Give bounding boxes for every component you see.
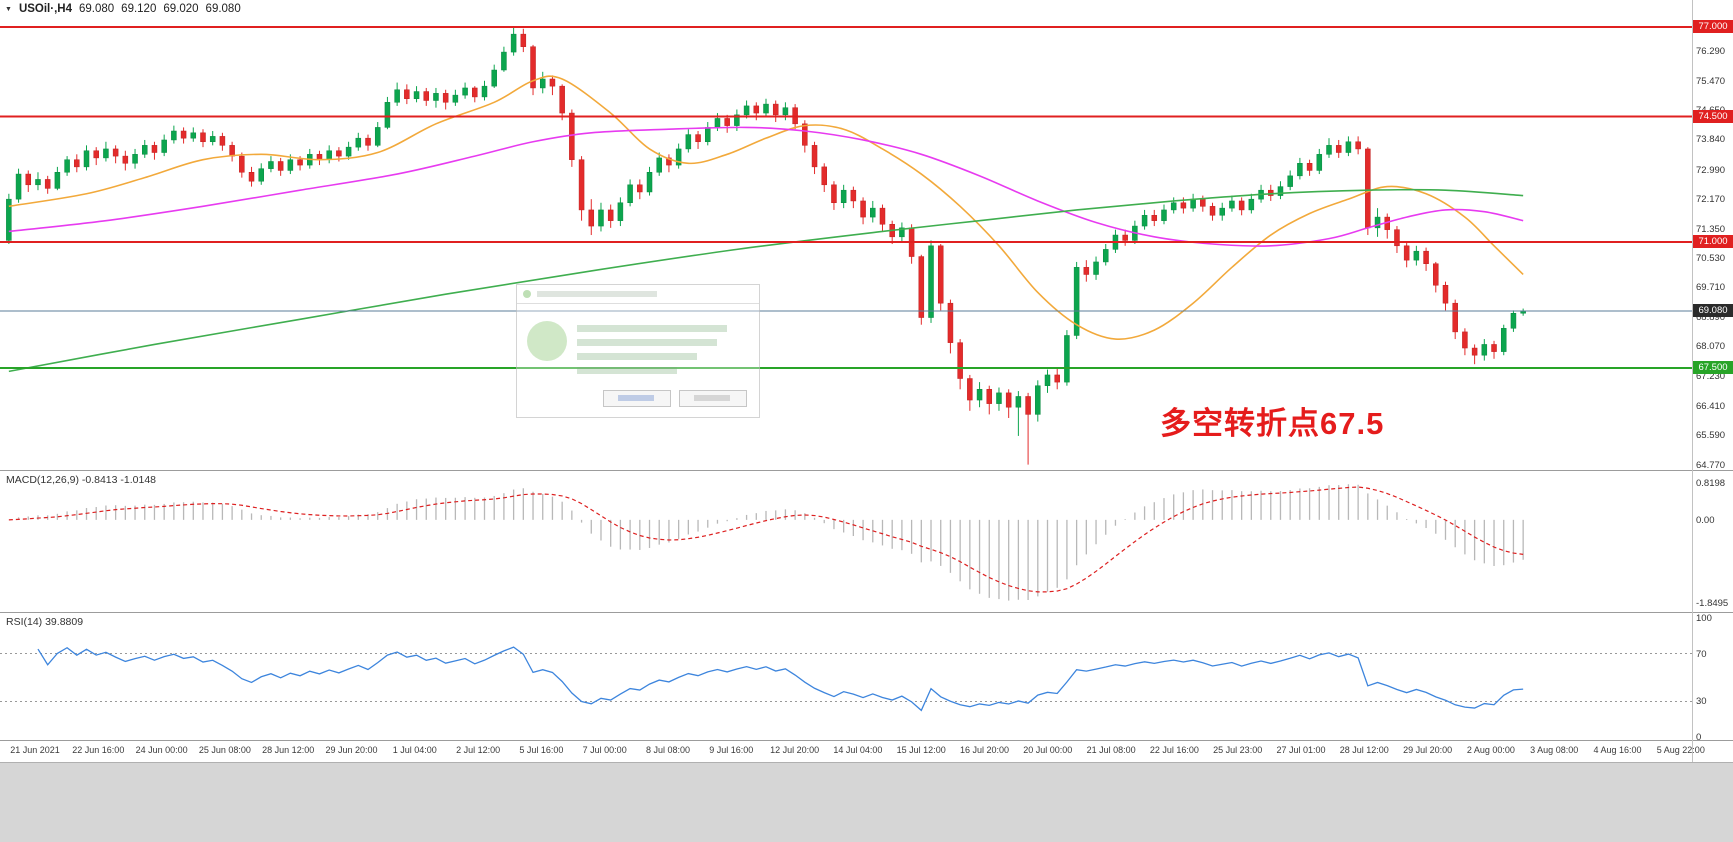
- rsi-label: RSI(14) 39.8809: [6, 616, 84, 628]
- time-tick-label: 12 Jul 20:00: [770, 745, 820, 755]
- price-tick-label: 72.170: [1696, 194, 1726, 206]
- macd-label: MACD(12,26,9) -0.8413 -1.0148: [6, 474, 156, 486]
- watermark-dialog-button-secondary[interactable]: [679, 390, 747, 407]
- watermark-dialog-button-primary[interactable]: [603, 390, 671, 407]
- time-tick-label: 15 Jul 12:00: [896, 745, 946, 755]
- time-tick-label: 4 Aug 16:00: [1593, 745, 1642, 755]
- watermark-dialog-titlebar: [517, 285, 759, 304]
- hline-price-label: 71.000: [1693, 235, 1733, 249]
- time-tick-label: 29 Jul 20:00: [1403, 745, 1453, 755]
- price-tick-label: 71.350: [1696, 223, 1726, 235]
- watermark-title-text-ghost: [537, 291, 657, 297]
- macd-tick-label: 0.00: [1696, 514, 1715, 526]
- close-value: 69.080: [205, 3, 241, 15]
- watermark-text-ghost: [577, 367, 677, 374]
- annotation-text: 多空转折点67.5: [1160, 406, 1385, 441]
- rsi-tick-label: 70: [1696, 648, 1707, 660]
- price-tick-label: 64.770: [1696, 459, 1726, 471]
- price-tick-label: 75.470: [1696, 75, 1726, 87]
- time-tick-label: 9 Jul 16:00: [709, 745, 754, 755]
- price-tick-label: 66.410: [1696, 400, 1726, 412]
- panel-resize-handle[interactable]: [0, 740, 1733, 741]
- time-tick-label: 1 Jul 04:00: [392, 745, 437, 755]
- watermark-text-ghost: [577, 339, 717, 346]
- panel-resize-handle[interactable]: [0, 612, 1733, 613]
- chart-header: ▼ USOil·,H4 69.080 69.120 69.020 69.080: [0, 0, 1733, 18]
- hline-price-label: 74.500: [1693, 109, 1733, 123]
- time-tick-label: 22 Jul 16:00: [1149, 745, 1199, 755]
- rsi-line: [37, 646, 1524, 712]
- time-tick-label: 22 Jun 16:00: [72, 745, 125, 755]
- open-value: 69.080: [78, 3, 115, 15]
- time-tick-label: 27 Jul 01:00: [1276, 745, 1326, 755]
- moving-averages-layer: [8, 75, 1524, 373]
- price-tick-label: 68.070: [1696, 341, 1726, 353]
- rsi-tick-label: 100: [1696, 613, 1712, 624]
- macd-tick-label: 0.8198: [1696, 478, 1726, 489]
- rsi-panel[interactable]: RSI(14) 39.8809: [0, 613, 1733, 740]
- hline-price-label: 67.500: [1693, 360, 1733, 374]
- price-tick-label: 72.990: [1696, 164, 1726, 176]
- time-tick-label: 8 Jul 08:00: [645, 745, 691, 755]
- macd-signal-line: [8, 486, 1524, 593]
- panel-resize-handle[interactable]: [0, 470, 1733, 471]
- time-tick-label: 14 Jul 04:00: [833, 745, 883, 755]
- symbol-timeframe-label: USOil·,H4: [18, 3, 72, 15]
- price-tick-label: 68.890: [1696, 311, 1726, 323]
- time-tick-label: 5 Jul 16:00: [519, 745, 564, 755]
- rsi-tick-label: 30: [1696, 696, 1707, 708]
- axis-border: [1692, 0, 1693, 762]
- time-tick-label: 29 Jun 20:00: [325, 745, 378, 755]
- low-value: 69.020: [163, 3, 199, 15]
- macd-chart: [8, 484, 1524, 601]
- price-tick-label: 65.590: [1696, 430, 1726, 442]
- time-tick-label: 25 Jul 23:00: [1213, 745, 1263, 755]
- watermark-text-ghost: [577, 325, 727, 332]
- time-tick-label: 21 Jul 08:00: [1086, 745, 1136, 755]
- rsi-tick-label: 0: [1696, 732, 1702, 743]
- time-tick-label: 2 Aug 00:00: [1466, 745, 1515, 755]
- price-tick-label: 67.230: [1696, 371, 1726, 383]
- window-background: [0, 762, 1733, 842]
- macd-histogram-layer: [17, 484, 1524, 601]
- time-tick-label: 25 Jun 08:00: [198, 745, 251, 755]
- time-tick-label: 5 Aug 22:00: [1656, 745, 1705, 755]
- macd-panel[interactable]: MACD(12,26,9) -0.8413 -1.0148: [0, 471, 1733, 612]
- price-tick-label: 69.710: [1696, 282, 1726, 294]
- time-axis[interactable]: 21 Jun 2021 22 Jun 16:00 24 Jun 00:00 25 Ju…: [0, 741, 1733, 762]
- price-tick-label: 70.530: [1696, 253, 1726, 265]
- time-tick-label: 21 Jun 2021: [10, 745, 60, 755]
- time-tick-label: 28 Jul 12:00: [1339, 745, 1389, 755]
- time-tick-label: 16 Jul 20:00: [959, 745, 1010, 755]
- candlestick-chart[interactable]: [0, 18, 1733, 470]
- time-tick-label: 7 Jul 00:00: [582, 745, 627, 755]
- time-tick-label: 20 Jul 00:00: [1023, 745, 1073, 755]
- rsi-chart: [0, 646, 1692, 712]
- hline-price-label: 77.000: [1693, 19, 1733, 33]
- macd-tick-label: -1.8495: [1696, 598, 1729, 609]
- time-tick-label: 28 Jun 12:00: [262, 745, 315, 755]
- watermark-dialog: [516, 284, 760, 418]
- price-tick-label: 73.840: [1696, 134, 1726, 146]
- time-tick-label: 24 Jun 00:00: [135, 745, 188, 755]
- time-tick-label: 2 Jul 12:00: [456, 745, 501, 755]
- time-tick-label: 3 Aug 08:00: [1530, 745, 1579, 755]
- current-price-label: 69.080: [1693, 304, 1733, 318]
- one-click-trading-arrow-icon[interactable]: ▼: [5, 5, 12, 13]
- watermark-logo-dot-icon: [523, 290, 531, 298]
- high-value: 69.120: [121, 3, 157, 15]
- price-tick-label: 76.290: [1696, 46, 1726, 58]
- horizontal-lines-layer: [0, 25, 1692, 369]
- price-chart-panel[interactable]: 多空转折点67.5: [0, 18, 1733, 470]
- watermark-text-ghost: [577, 353, 697, 360]
- watermark-logo-icon: [527, 321, 567, 361]
